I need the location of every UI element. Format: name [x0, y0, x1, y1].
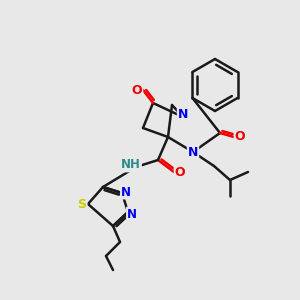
Text: N: N: [127, 208, 137, 220]
Text: N: N: [178, 109, 188, 122]
Text: O: O: [235, 130, 245, 143]
Text: O: O: [175, 166, 185, 178]
Text: S: S: [77, 197, 86, 211]
Text: N: N: [188, 146, 198, 158]
Text: NH: NH: [121, 158, 141, 172]
Text: O: O: [132, 83, 142, 97]
Text: N: N: [121, 185, 131, 199]
